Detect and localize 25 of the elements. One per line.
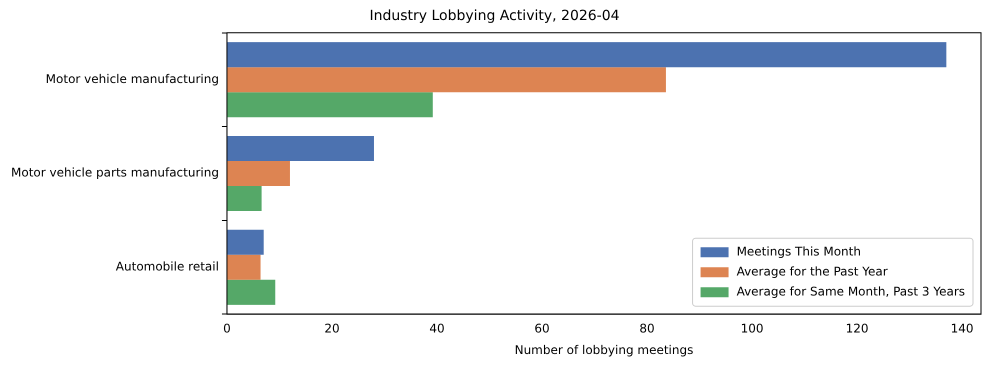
bar [226,92,433,118]
y-tick-label: Motor vehicle parts manufacturing [10,166,219,180]
y-tick-label: Motor vehicle manufacturing [46,72,219,86]
bar [226,254,261,280]
bar [226,160,290,186]
x-tick-label: 40 [429,322,445,336]
bar [226,67,666,92]
x-tick-label: 120 [846,322,869,336]
legend-label: Average for Same Month, Past 3 Years [736,284,966,298]
legend-label: Average for the Past Year [736,264,888,278]
chart-title: Industry Lobbying Activity, 2026-04 [369,8,620,24]
x-tick-label: 140 [950,322,974,336]
bar [226,230,264,255]
bar [226,136,374,161]
y-tick-label: Automobile retail [116,259,219,274]
x-tick-label: 20 [324,322,340,336]
legend-label: Meetings This Month [736,244,861,258]
bar [226,42,946,68]
x-tick-label: 60 [534,322,550,336]
x-tick-label: 80 [639,322,655,336]
bar [226,186,262,212]
x-tick-label: 100 [740,322,764,336]
bar [226,280,276,305]
x-axis-title: Number of lobbying meetings [514,342,694,357]
x-tick-label: 0 [223,322,231,336]
